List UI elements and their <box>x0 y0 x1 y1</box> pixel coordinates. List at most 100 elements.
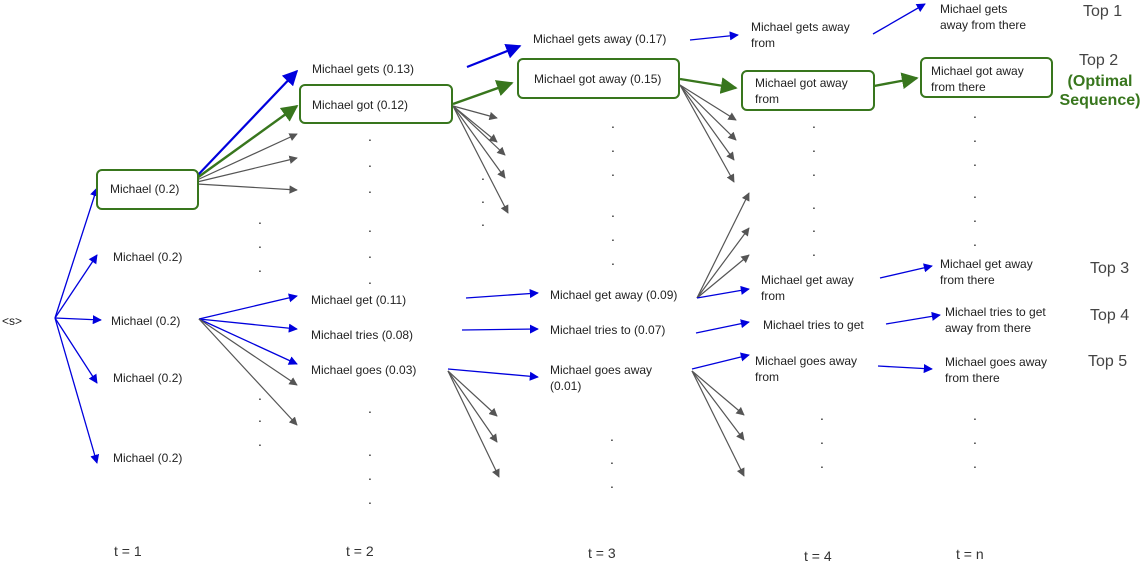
rank-top5: Top 5 <box>1088 353 1128 370</box>
optimal-box-t3 <box>517 58 680 99</box>
ellipsis-dot: . <box>611 139 615 155</box>
node-t4-got-away-from-line1: Michael got away <box>755 76 848 90</box>
edge-goes-extra-3 <box>447 370 500 478</box>
edge-t1-gets <box>196 69 299 177</box>
node-t3-tries-to: Michael tries to (0.07) <box>550 323 666 337</box>
ellipsis-dot: . <box>820 431 824 447</box>
ellipsis-dot: . <box>258 259 262 275</box>
edge-s-to-t1-5 <box>54 317 100 464</box>
node-t2-got: Michael got (0.12) <box>312 98 409 112</box>
ellipsis-dot: . <box>611 204 615 220</box>
time-label-tn: t = n <box>956 546 984 562</box>
ellipsis-dot: . <box>820 407 824 423</box>
ellipsis-dot: . <box>611 163 615 179</box>
node-tn-top3-line2: from there <box>940 273 995 287</box>
ellipsis-dot: . <box>812 243 816 259</box>
ellipsis-dot: . <box>973 455 977 471</box>
ellipsis-dot: . <box>973 129 977 145</box>
ellipsis-dot: . <box>610 475 614 491</box>
node-t4-get-away-from-line2: from <box>761 289 785 303</box>
edge-t1b-goes <box>198 318 298 365</box>
ellipsis-dot: . <box>258 387 262 403</box>
ellipsis-dot: . <box>812 196 816 212</box>
ellipsis-dot: . <box>258 433 262 449</box>
node-t4-gets-away-from-line2: from <box>751 36 775 50</box>
edge-t1-extra-2 <box>196 155 298 183</box>
node-t3-got-away: Michael got away (0.15) <box>534 72 662 86</box>
ellipsis-dot: . <box>368 491 372 507</box>
ellipsis-dot: . <box>481 213 485 229</box>
edge-t1-extra-1 <box>196 133 298 181</box>
ellipsis-t2b: . <box>481 167 485 183</box>
node-t4-got-away-from-line2: from <box>755 92 779 106</box>
edge-goesaway-extra-3 <box>691 370 745 477</box>
node-tn-top2: Michael got away from there <box>931 63 1024 95</box>
node-t4-tries-to-get: Michael tries to get <box>763 318 864 332</box>
node-t2-goes: Michael goes (0.03) <box>311 363 417 377</box>
node-t1-4: Michael (0.2) <box>113 371 183 385</box>
edge-got-gotaway <box>452 80 514 106</box>
edge-got-extra-1 <box>452 105 498 121</box>
node-tn-top5: Michael goes away from there <box>945 354 1047 386</box>
node-t1-5: Michael (0.2) <box>113 451 183 465</box>
node-t3-gets-away: Michael gets away (0.17) <box>533 32 667 46</box>
edge-got-extra-2 <box>452 105 498 143</box>
rank-top2: Top 2 <box>1079 52 1119 69</box>
edge-got-extra-5 <box>452 105 509 214</box>
ellipsis-dot: . <box>973 185 977 201</box>
optimal-label-line1: (Optimal <box>1067 73 1133 90</box>
node-t2-get: Michael get (0.11) <box>311 293 407 307</box>
edge-t1b-extra-2 <box>198 318 298 426</box>
ellipsis-dot: . <box>812 219 816 235</box>
node-tn-top4-line2: away from there <box>945 321 1032 335</box>
edge-goesaway-from <box>691 352 750 370</box>
node-t4-gets-away-from-line1: Michael gets away <box>751 20 850 34</box>
node-tn-top1-line2: away from there <box>940 18 1027 32</box>
node-t4-goes-away-from-line2: from <box>755 370 779 384</box>
node-t4-got-away-from: Michael got away from <box>755 75 848 107</box>
edge-gets-getsaway <box>466 43 522 69</box>
ellipsis-dot: . <box>820 455 824 471</box>
ellipsis-dot: . <box>611 228 615 244</box>
ellipsis-t3: . <box>611 115 615 131</box>
ellipsis-dot: . <box>258 235 262 251</box>
ellipsis-dot: . <box>368 400 372 416</box>
node-t2-gets: Michael gets (0.13) <box>312 62 415 76</box>
ellipsis-dot: . <box>368 443 372 459</box>
ellipsis-dot: . <box>368 180 372 196</box>
rank-top1: Top 1 <box>1083 3 1123 20</box>
time-label-t4: t = 4 <box>804 548 832 564</box>
ellipsis-dot: . <box>973 153 977 169</box>
ellipsis-dot: . <box>611 252 615 268</box>
node-tn-top2-line1: Michael got away <box>931 64 1024 78</box>
optimal-sequence-label: (Optimal Sequence) <box>1054 72 1143 110</box>
ellipsis-dot: . <box>258 409 262 425</box>
rank-top3: Top 3 <box>1090 260 1130 277</box>
edge-top5 <box>877 364 933 374</box>
edge-t1b-extra-1 <box>198 318 298 386</box>
node-t1-2: Michael (0.2) <box>113 250 183 264</box>
edge-top1 <box>872 3 926 35</box>
ellipsis-t4: . <box>812 115 816 131</box>
ellipsis-dot: . <box>610 451 614 467</box>
optimal-label-line2: Sequence) <box>1059 92 1141 109</box>
edge-getsaway-from <box>689 31 739 41</box>
node-t3-goes-away: Michael goes away (0.01) <box>550 362 652 394</box>
ellipsis-dot: . <box>973 209 977 225</box>
edge-goes-goesaway <box>447 368 539 381</box>
edge-triesto-get <box>695 319 750 334</box>
edge-top2 <box>873 72 919 90</box>
edge-goesaway-extra-1 <box>691 370 745 416</box>
node-tn-top5-line1: Michael goes away <box>945 355 1048 369</box>
edge-t1b-tries <box>198 318 298 333</box>
edge-gotaway-from <box>679 77 738 94</box>
edge-gotaway-extra-1 <box>679 84 737 121</box>
ellipsis-t2: . <box>368 128 372 144</box>
ellipsis-dot: . <box>812 163 816 179</box>
edge-getaway-extra-2 <box>696 227 750 299</box>
edge-gotaway-extra-3 <box>679 84 735 161</box>
time-label-t2: t = 2 <box>346 543 374 559</box>
optimal-box-t4 <box>741 70 875 111</box>
ellipsis-dot: . <box>368 219 372 235</box>
